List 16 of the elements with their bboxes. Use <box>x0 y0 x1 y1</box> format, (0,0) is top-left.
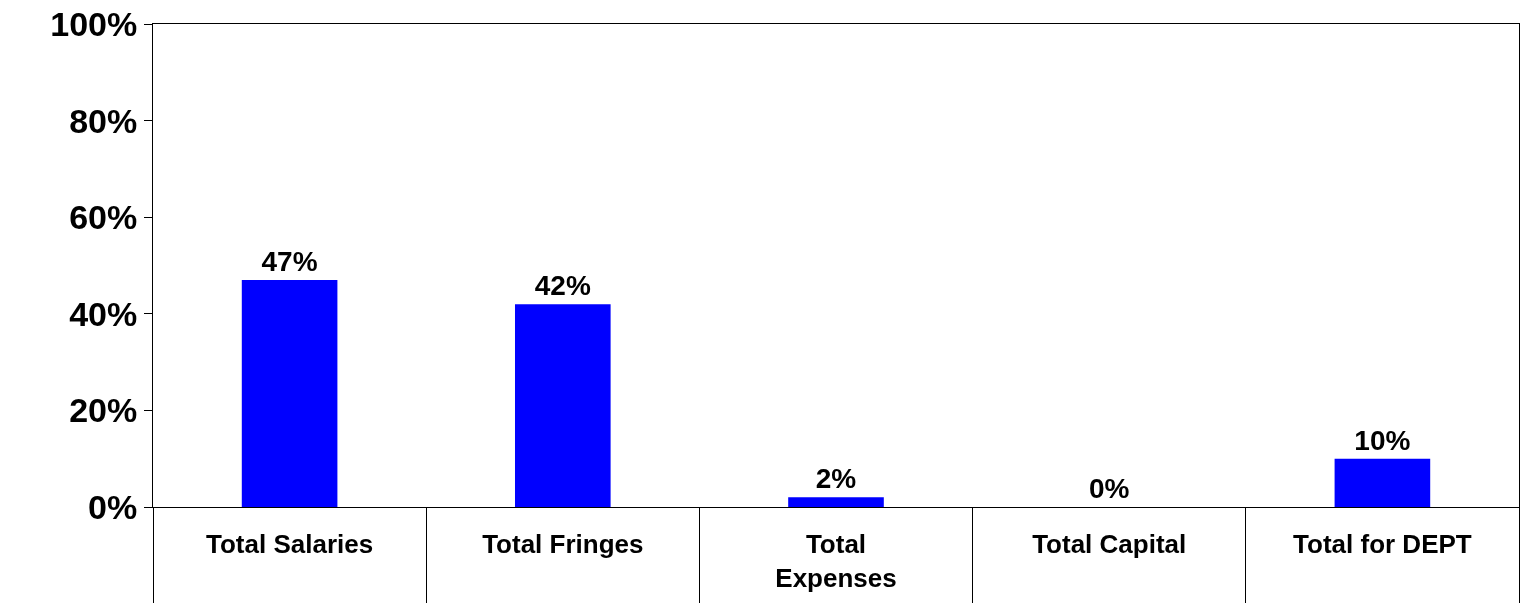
data-label: 10% <box>1354 424 1411 456</box>
x-tick-label: Total Capital <box>1032 529 1187 560</box>
data-label: 2% <box>815 463 857 495</box>
x-tick-label: Total Fringes <box>482 529 644 560</box>
y-tick-label: 0% <box>88 487 138 526</box>
x-tick-label: Total for DEPT <box>1293 529 1472 560</box>
x-tick-label: Total Salaries <box>206 529 374 560</box>
y-tick-label: 100% <box>50 4 138 43</box>
y-tick-label: 20% <box>69 391 138 430</box>
data-label: 42% <box>534 270 591 302</box>
y-tick-label: 40% <box>69 294 138 333</box>
x-tick-label: Total Expenses <box>775 529 897 593</box>
data-label: 0% <box>1088 473 1130 504</box>
data-label: 47% <box>261 245 318 277</box>
y-tick-label: 60% <box>69 198 138 237</box>
y-tick-label: 80% <box>69 101 138 140</box>
